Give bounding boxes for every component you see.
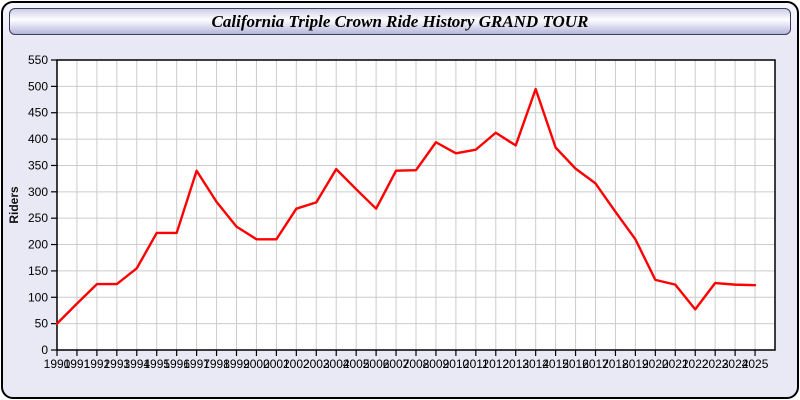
y-tick-label: 100	[28, 290, 48, 304]
y-tick-label: 300	[28, 185, 48, 199]
x-tick-label: 2015	[542, 357, 569, 371]
x-tick-label: 2018	[602, 357, 629, 371]
title-bar: California Triple Crown Ride History GRA…	[9, 8, 791, 35]
x-tick-label: 1996	[163, 357, 190, 371]
x-tick-label: 2013	[502, 357, 529, 371]
y-axis-title: Riders	[7, 186, 21, 224]
x-tick-label: 1998	[203, 357, 230, 371]
x-tick-label: 1994	[123, 357, 150, 371]
riders-data-line	[55, 87, 757, 325]
x-tick-label: 2016	[562, 357, 589, 371]
x-tick-label: 2010	[443, 357, 470, 371]
x-tick-label: 2003	[303, 357, 330, 371]
x-tick-label: 1997	[183, 357, 210, 371]
x-tick-label: 2012	[482, 357, 509, 371]
x-tick-label: 2004	[323, 357, 350, 371]
x-tick-label: 2006	[363, 357, 390, 371]
x-tick-label: 1992	[84, 357, 111, 371]
y-tick-label: 250	[28, 211, 48, 225]
x-tick-label: 2014	[522, 357, 549, 371]
x-tick-label: 2017	[582, 357, 609, 371]
x-tick-label: 1993	[103, 357, 130, 371]
y-tick-label: 350	[28, 158, 48, 172]
x-tick-label: 2025	[742, 357, 769, 371]
x-tick-label: 2022	[682, 357, 709, 371]
y-tick-label: 500	[28, 79, 48, 93]
y-tick-label: 450	[28, 106, 48, 120]
x-tick-label: 2007	[383, 357, 410, 371]
y-tick-label: 400	[28, 132, 48, 146]
x-tick-label: 2005	[343, 357, 370, 371]
y-tick-label: 50	[35, 317, 49, 331]
x-tick-label: 2023	[702, 357, 729, 371]
x-tick-label: 2001	[263, 357, 290, 371]
x-tick-label: 1995	[143, 357, 170, 371]
x-tick-label: 2009	[423, 357, 450, 371]
x-tick-label: 2019	[622, 357, 649, 371]
y-tick-label: 150	[28, 264, 48, 278]
x-tick-label: 2002	[283, 357, 310, 371]
y-tick-label: 0	[41, 343, 48, 357]
x-tick-label: 2000	[243, 357, 270, 371]
x-tick-label: 2021	[662, 357, 689, 371]
x-tick-label: 2008	[403, 357, 430, 371]
x-tick-label: 2011	[463, 357, 489, 371]
x-tick-label: 2024	[722, 357, 749, 371]
x-tick-label: 2020	[642, 357, 669, 371]
y-tick-label: 200	[28, 238, 48, 252]
y-tick-label: 550	[28, 53, 48, 67]
x-tick-label: 1991	[64, 357, 91, 371]
x-tick-label: 1990	[44, 357, 71, 371]
page-title: California Triple Crown Ride History GRA…	[211, 11, 589, 31]
x-tick-label: 1999	[223, 357, 250, 371]
